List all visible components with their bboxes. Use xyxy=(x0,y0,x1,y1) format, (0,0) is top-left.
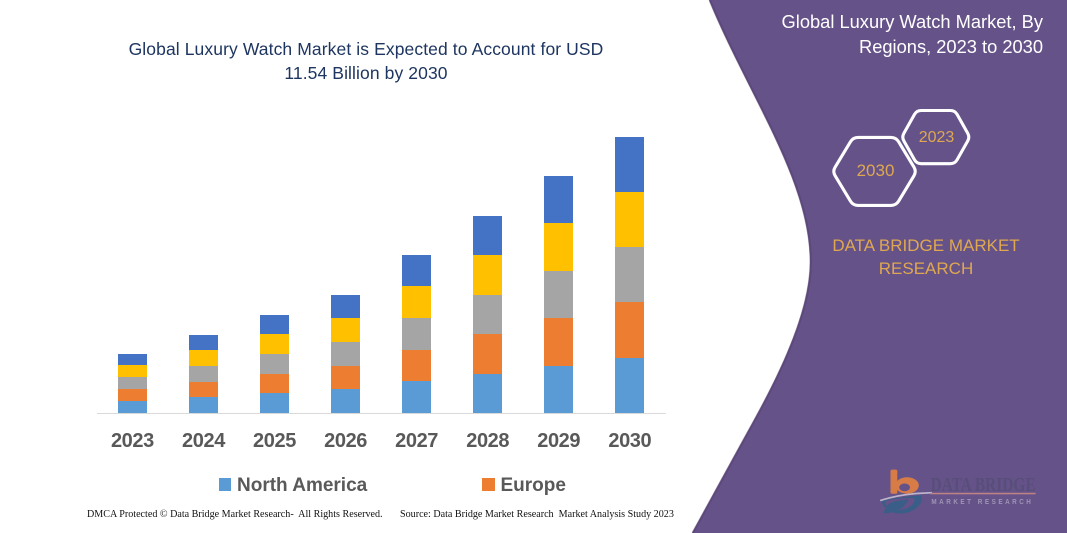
svg-text:MARKET RESEARCH: MARKET RESEARCH xyxy=(931,497,1033,506)
svg-text:DATA BRIDGE: DATA BRIDGE xyxy=(931,474,1036,496)
